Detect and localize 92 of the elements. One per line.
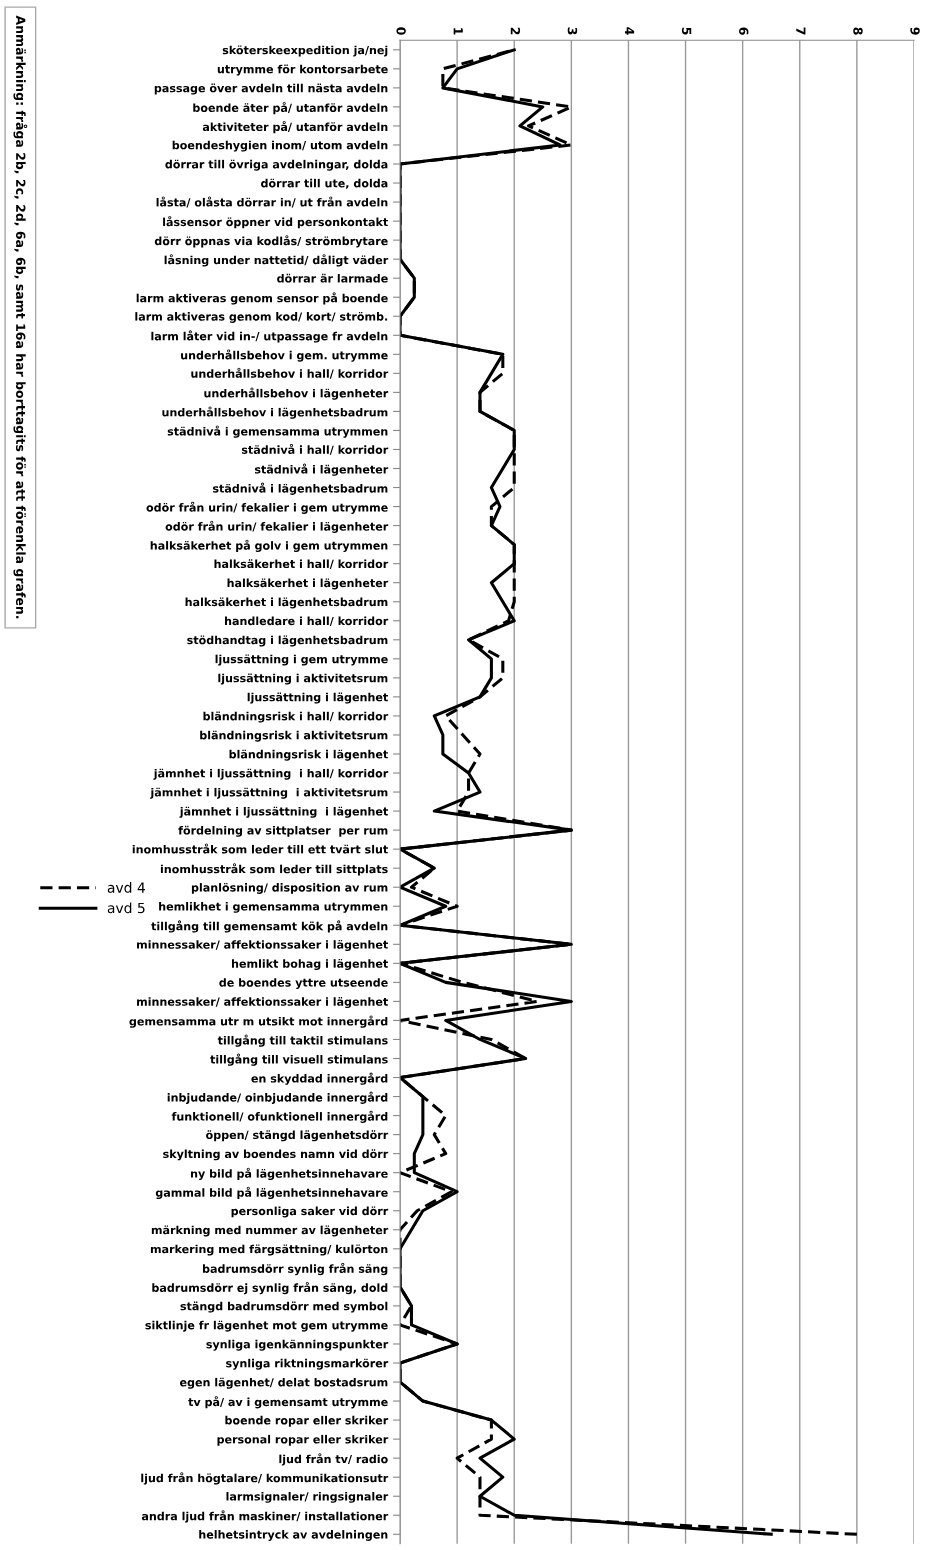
x-tick-label: 6	[739, 27, 749, 35]
y-tick-label: bländningsrisk i lägenhet	[229, 749, 388, 761]
x-tick-label: 8	[853, 27, 863, 35]
y-tick-label: öppen/ stängd lägenhetsdörr	[206, 1130, 389, 1142]
y-tick-label: tillgång till taktil stimulans	[217, 1034, 388, 1047]
y-tick-label: boende ropar eller skriker	[225, 1415, 389, 1427]
y-tick-label: inomhusstråk som leder till ett tvärt slut	[132, 843, 388, 854]
y-tick-label: aktiviteter på/ utanför avdeln	[202, 121, 388, 134]
y-tick-label: halksäkerhet på golv i gem utrymmen	[150, 539, 388, 552]
y-tick-label: larmsignaler/ ringsignaler	[226, 1492, 389, 1503]
y-tick-label: larm aktiveras genom kod/ kort/ strömb.	[135, 311, 388, 323]
x-tick-label: 0	[396, 27, 406, 35]
y-tick-label: personliga saker vid dörr	[231, 1206, 389, 1218]
y-tick-label: funktionell/ ofunktionell innergård	[171, 1110, 388, 1123]
y-tick-label: markering med färgsättning/ kulörton	[150, 1244, 388, 1256]
y-tick-label: synliga riktningsmarkörer	[226, 1358, 389, 1370]
y-tick-label: larm aktiveras genom sensor på boende	[136, 292, 388, 305]
y-tick-label: underhållsbehov i lägenhetsbadrum	[162, 406, 388, 419]
y-tick-label: städnivå i hall/ korridor	[241, 443, 389, 455]
y-tick-label: dörrar till ute, dolda	[261, 178, 388, 189]
x-tick-label: 7	[796, 27, 806, 35]
y-tick-label: låsning under nattetid/ dåligt väder	[164, 254, 389, 267]
y-tick-label: jämnhet i ljussättning i lägenhet	[179, 806, 388, 818]
y-tick-label: dörrar är larmade	[277, 273, 388, 283]
y-tick-label: underhållsbehov i lägenheter	[204, 387, 389, 400]
x-tick-label: 3	[567, 27, 578, 35]
legend-label: avd 4	[107, 882, 145, 893]
y-tick-label: planlösning/ disposition av rum	[191, 882, 388, 894]
y-tick-label: märkning med nummer av lägenheter	[151, 1225, 389, 1237]
y-tick-label: boendeshygien inom/ utom avdeln	[172, 140, 388, 152]
y-tick-label: boende äter på/ utanför avdeln	[193, 101, 388, 115]
x-tick-label: 2	[510, 27, 521, 35]
y-tick-label: tillgång till gemensamt kök på avdeln	[151, 920, 388, 933]
y-tick-label: stödhandtag i lägenhetsbadrum	[187, 635, 388, 647]
y-tick-label: underhållsbehov i gem. utrymme	[181, 349, 388, 362]
y-tick-label: siktlinje fr lägenhet mot gem utrymme	[145, 1320, 388, 1332]
y-tick-label: gemensamma utr m utsikt mot innergård	[129, 1015, 388, 1028]
y-tick-label: de boendes yttre utseende	[219, 978, 388, 989]
y-tick-label: larm låter vid in-/ utpassage fr avdeln	[151, 330, 388, 343]
y-tick-label: bländningsrisk i hall/ korridor	[203, 711, 389, 723]
y-tick-label: underhållsbehov i hall/ korridor	[191, 367, 389, 379]
y-tick-label: egen lägenhet/ delat bostadsrum	[179, 1377, 388, 1389]
y-tick-label: ljud från högtalare/ kommunikationsutr	[141, 1472, 389, 1485]
x-tick-label: 9	[910, 27, 920, 35]
y-tick-label: minnessaker/ affektionssaker i lägenhet	[137, 997, 388, 1009]
y-tick-label: personal ropar eller skriker	[217, 1434, 389, 1446]
y-tick-label: helhetsintryck av avdelningen	[199, 1530, 388, 1541]
y-tick-label: handledare i hall/ korridor	[225, 616, 389, 627]
y-tick-label: dörr öppnas via kodlås/ strömbrytare	[154, 235, 388, 248]
y-tick-label: städnivå i gemensamma utrymmen	[167, 425, 388, 438]
y-tick-label: inbjudande/ oinbjudande innergård	[167, 1091, 388, 1104]
legend-label: avd 5	[107, 902, 145, 914]
y-tick-label: ljud från tv/ radio	[279, 1453, 388, 1466]
y-tick-label: hemlikhet i gemensamma utrymmen	[159, 902, 388, 913]
y-tick-label: ljussättning i lägenhet	[247, 692, 388, 704]
y-tick-label: skyltning av boendes namn vid dörr	[163, 1149, 389, 1161]
y-tick-label: gammal bild på lägenhetsinnehavare	[155, 1186, 388, 1200]
y-tick-label: låsta/ olåsta dörrar in/ ut från avdeln	[156, 196, 388, 208]
y-tick-label: städnivå i lägenhetsbadrum	[212, 482, 388, 495]
y-tick-label: hemlikt bohag i lägenhet	[231, 959, 388, 971]
y-tick-label: passage över avdeln till nästa avdeln	[154, 83, 388, 95]
y-tick-label: stängd badrumsdörr med symbol	[180, 1301, 388, 1313]
y-tick-label: ny bild på lägenhetsinnehavare	[191, 1167, 388, 1181]
y-tick-label: andra ljud från maskiner/ installationer	[141, 1510, 389, 1523]
y-tick-label: badrumsdörr ej synlig från säng, dold	[152, 1281, 388, 1295]
y-tick-label: sköterskeexpedition ja/nej	[222, 45, 388, 57]
y-tick-label: tv på/ av i gemensamt utrymme	[188, 1396, 388, 1409]
y-tick-label: halksäkerhet i lägenheter	[227, 578, 389, 590]
y-tick-label: odör från urin/ fekalier i lägenheter	[165, 520, 389, 533]
y-tick-label: fördelning av sittplatser per rum	[178, 825, 388, 837]
y-tick-label: dörrar till övriga avdelningar, dolda	[165, 159, 388, 171]
x-tick-label: 5	[681, 27, 692, 35]
y-tick-label: städnivå i lägenheter	[254, 463, 389, 476]
y-tick-label: tillgång till visuell stimulans	[210, 1053, 388, 1066]
y-tick-label: en skyddad innergård	[251, 1072, 388, 1085]
y-tick-label: utrymme för kontorsarbete	[217, 64, 388, 76]
y-tick-label: jämnhet i ljussättning i hall/ korridor	[153, 768, 389, 780]
x-tick-label: 4	[625, 27, 635, 35]
y-tick-label: halksäkerhet i lägenhetsbadrum	[185, 597, 388, 609]
y-tick-label: ljussättning i gem utrymme	[215, 654, 388, 666]
y-tick-label: ljussättning i aktivitetsrum	[218, 673, 388, 685]
y-tick-label: låssensor öppner vid personkontakt	[163, 216, 388, 229]
y-tick-label: bländningsrisk i aktivitetsrum	[200, 730, 388, 742]
y-tick-label: badrumsdörr synlig från säng	[203, 1262, 388, 1276]
x-tick-label: 1	[453, 28, 463, 35]
y-tick-label: synliga igenkänningspunkter	[206, 1339, 389, 1351]
y-tick-label: inomhusstråk som leder till sittplats	[160, 863, 388, 876]
y-tick-label: odör från urin/ fekalier i gem utrymme	[146, 501, 388, 514]
y-tick-label: halksäkerhet i hall/ korridor	[214, 559, 389, 569]
y-tick-label: jämnhet i ljussättning i aktivitetsrum	[150, 787, 388, 799]
y-tick-label: minnessaker/ affektionssaker i lägenhet	[137, 940, 388, 951]
text: Anmärkning: fråga 2b, 2c, 2d, 6a, 6b, samt 16a har borttagits för att förenkla grafen.	[13, 15, 28, 619]
